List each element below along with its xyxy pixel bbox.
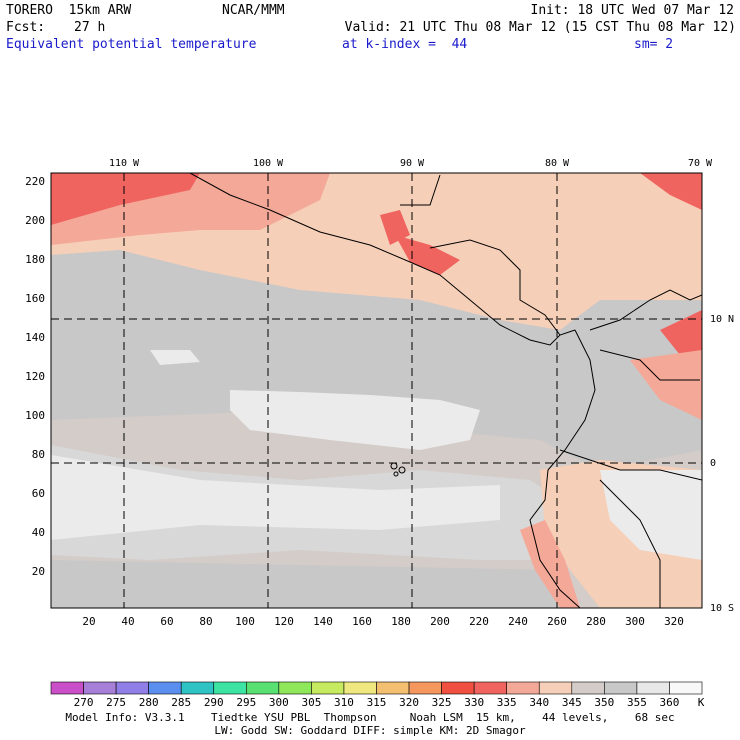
colorbar-swatch — [148, 681, 182, 695]
model-title: TORERO 15km ARW — [6, 3, 132, 18]
colorbar-swatch — [278, 681, 312, 695]
coastlines — [189, 173, 702, 608]
x-tick-label: 300 — [625, 615, 645, 628]
x-tick-label: 80 — [199, 615, 212, 628]
colorbar-swatch — [311, 681, 345, 695]
x-tick-label: 140 — [313, 615, 333, 628]
x-tick-label: 120 — [274, 615, 294, 628]
x-tick-label: 100 — [235, 615, 255, 628]
colorbar-label: 315 — [367, 696, 387, 709]
colorbar-label: 305 — [301, 696, 321, 709]
model-info-line1: Model Info: V3.3.1 Tiedtke YSU PBL Thomp… — [65, 711, 675, 724]
x-tick-label: 160 — [352, 615, 372, 628]
x-tick-label: 20 — [82, 615, 95, 628]
colorbar-unit: K — [698, 696, 705, 709]
colorbar-swatch — [538, 681, 573, 695]
colorbar — [50, 681, 703, 695]
colorbar-label: 275 — [106, 696, 126, 709]
colorbar-swatch — [50, 681, 84, 695]
theta-e-field — [51, 173, 702, 608]
colorbar-swatch — [83, 681, 117, 695]
colorbar-swatch — [669, 681, 703, 695]
y-tick-label: 140 — [25, 331, 45, 344]
field-name: Equivalent potential temperature — [6, 37, 257, 52]
colorbar-label: 340 — [529, 696, 549, 709]
y-axis: 20 40 60 80 100 120 140 160 180 200 220 — [25, 175, 45, 578]
y-tick-label: 220 — [25, 175, 45, 188]
y-tick-label: 200 — [25, 214, 45, 227]
x-tick-label: 60 — [160, 615, 173, 628]
lon-label: 80 W — [545, 158, 570, 169]
x-tick-label: 40 — [121, 615, 134, 628]
x-tick-label: 220 — [469, 615, 489, 628]
lon-label: 70 W — [688, 158, 713, 169]
colorbar-swatch — [246, 681, 280, 695]
model-info-line2: LW: Godd SW: Goddard DIFF: simple KM: 2D… — [214, 724, 526, 737]
y-tick-label: 20 — [32, 565, 45, 578]
x-axis: 20 40 60 80 100 120 140 160 180 200 220 … — [82, 615, 684, 628]
colorbar-label: 360 — [660, 696, 680, 709]
lat-label: 10 S — [710, 603, 734, 614]
colorbar-swatch — [571, 681, 605, 695]
colorbar-swatch — [376, 681, 410, 695]
y-tick-label: 80 — [32, 448, 45, 461]
colorbar-label: 325 — [432, 696, 452, 709]
colorbar-swatch — [506, 681, 540, 695]
y-tick-label: 60 — [32, 487, 45, 500]
init-time: Init: 18 UTC Wed 07 Mar 12 — [530, 3, 735, 18]
colorbar-swatch — [473, 681, 507, 695]
lat-label: 0 — [710, 458, 716, 469]
colorbar-label: 345 — [562, 696, 582, 709]
y-tick-label: 100 — [25, 409, 45, 422]
y-tick-label: 160 — [25, 292, 45, 305]
level-label: at k-index = 44 — [342, 37, 468, 52]
colorbar-swatch — [213, 681, 247, 695]
colorbar-label: 335 — [497, 696, 517, 709]
colorbar-label: 280 — [139, 696, 159, 709]
colorbar-label: 330 — [464, 696, 484, 709]
colorbar-label: 320 — [399, 696, 419, 709]
center-label: NCAR/MMM — [222, 3, 285, 18]
colorbar-label: 355 — [627, 696, 647, 709]
colorbar-label: 310 — [334, 696, 354, 709]
x-tick-label: 280 — [586, 615, 606, 628]
colorbar-swatch — [180, 681, 215, 695]
colorbar-swatch — [441, 681, 475, 695]
valid-time: Valid: 21 UTC Thu 08 Mar 12 (15 CST Thu … — [344, 20, 736, 35]
smoothing-label: sm= 2 — [634, 37, 674, 52]
colorbar-swatch — [115, 681, 149, 695]
x-tick-label: 260 — [547, 615, 567, 628]
lon-label: 110 W — [109, 158, 140, 169]
y-tick-label: 180 — [25, 253, 45, 266]
forecast-hour: 27 h — [74, 20, 106, 35]
x-tick-label: 320 — [664, 615, 684, 628]
x-tick-label: 180 — [391, 615, 411, 628]
colorbar-swatch — [343, 681, 377, 695]
lat-label: 10 N — [710, 314, 734, 325]
colorbar-swatch — [408, 681, 442, 695]
map-frame — [50, 172, 703, 609]
lon-label: 100 W — [253, 158, 284, 169]
colorbar-swatch — [636, 681, 670, 695]
colorbar-label: 285 — [171, 696, 191, 709]
colorbar-label: 300 — [269, 696, 289, 709]
colorbar-label: 295 — [236, 696, 256, 709]
forecast-label: Fcst: — [6, 20, 46, 35]
colorbar-label: 290 — [204, 696, 224, 709]
colorbar-swatch — [604, 681, 638, 695]
y-tick-label: 120 — [25, 370, 45, 383]
colorbar-labels: 270 275 280 285 290 295 300 305 310 315 320 325 330 3… — [74, 696, 680, 709]
x-tick-label: 240 — [508, 615, 528, 628]
y-tick-label: 40 — [32, 526, 45, 539]
x-tick-label: 200 — [430, 615, 450, 628]
colorbar-label: 270 — [74, 696, 94, 709]
graticule — [51, 173, 702, 608]
lon-label: 90 W — [400, 158, 425, 169]
colorbar-label: 350 — [594, 696, 614, 709]
